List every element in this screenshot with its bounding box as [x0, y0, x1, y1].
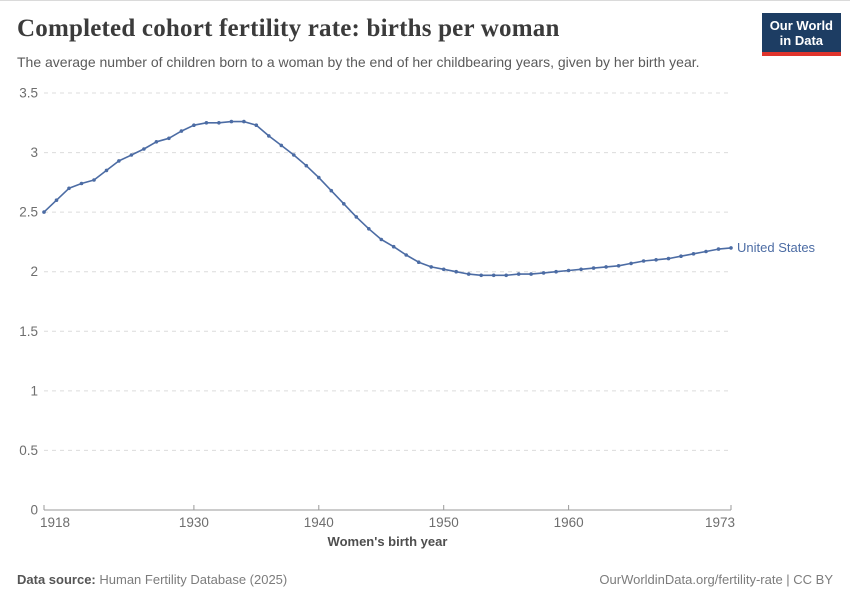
owid-logo-line1: Our World	[769, 18, 833, 33]
data-point-1958[interactable]	[541, 271, 546, 275]
data-point-1969[interactable]	[679, 254, 683, 258]
data-point-1947[interactable]	[404, 253, 409, 257]
y-tick-label-0.5: 0.5	[19, 443, 38, 458]
fertility-line-chart: 0 0.5 1 1.5 2 2.5 3 3.5 1918 1930 1940 1950 1960 1973…	[19, 86, 816, 550]
data-point-1930[interactable]	[192, 123, 196, 127]
data-point-1925[interactable]	[129, 153, 134, 157]
data-point-1952[interactable]	[466, 272, 471, 276]
data-source-note: Data source: Human Fertility Database (2…	[17, 572, 287, 587]
y-tick-label-2: 2	[30, 264, 38, 279]
data-point-1951[interactable]	[454, 269, 459, 274]
data-point-1950[interactable]	[441, 267, 446, 272]
data-point-1935[interactable]	[254, 123, 259, 127]
data-point-1924[interactable]	[117, 159, 121, 163]
data-point-1936[interactable]	[267, 134, 271, 138]
license-note[interactable]: OurWorldinData.org/fertility-rate | CC B…	[599, 572, 833, 587]
chart-title: Completed cohort fertility rate: births …	[17, 15, 560, 42]
data-point-1949[interactable]	[429, 265, 434, 269]
data-point-1968[interactable]	[666, 256, 671, 261]
data-point-1954[interactable]	[491, 273, 496, 278]
data-point-1957[interactable]	[529, 272, 533, 276]
y-tick-label-2.5: 2.5	[19, 205, 38, 220]
x-tick-label-1960: 1960	[554, 515, 584, 530]
data-point-1938[interactable]	[292, 153, 296, 157]
x-tick-label-1950: 1950	[429, 515, 459, 530]
y-tick-label-1: 1	[30, 383, 38, 398]
data-point-1944[interactable]	[367, 227, 371, 231]
data-point-1940[interactable]	[317, 175, 321, 180]
data-point-1939[interactable]	[304, 163, 309, 168]
data-point-1923[interactable]	[104, 168, 109, 173]
data-point-1972[interactable]	[716, 247, 721, 251]
data-point-1961[interactable]	[579, 267, 583, 272]
data-point-1960[interactable]	[566, 268, 571, 273]
data-point-1959[interactable]	[554, 269, 558, 274]
data-point-1967[interactable]	[654, 258, 658, 262]
data-point-1937[interactable]	[279, 143, 284, 148]
y-tick-label-1.5: 1.5	[19, 324, 38, 339]
chart-subtitle: The average number of children born to a…	[17, 54, 700, 70]
series-label-united-states[interactable]: United States	[737, 240, 816, 255]
data-point-1922[interactable]	[92, 178, 96, 182]
data-point-1918[interactable]	[42, 210, 46, 214]
x-tick-label-1973: 1973	[705, 515, 735, 530]
x-tick-label-1918: 1918	[40, 515, 70, 530]
data-point-1965[interactable]	[629, 261, 633, 266]
data-point-1932[interactable]	[217, 121, 221, 125]
data-point-1919[interactable]	[54, 198, 59, 202]
data-point-1955[interactable]	[504, 273, 509, 278]
data-source-value[interactable]: Human Fertility Database (2025)	[99, 572, 288, 587]
data-point-1929[interactable]	[179, 129, 184, 133]
data-point-1933[interactable]	[229, 119, 234, 124]
data-point-1953[interactable]	[479, 273, 484, 278]
data-point-1971[interactable]	[704, 249, 708, 254]
series-line-united-states[interactable]	[43, 120, 732, 277]
data-point-1926[interactable]	[142, 147, 146, 151]
data-point-1945[interactable]	[379, 237, 384, 242]
data-point-1920[interactable]	[67, 186, 71, 191]
data-point-1946[interactable]	[391, 244, 396, 249]
data-point-1943[interactable]	[354, 215, 359, 219]
data-point-1973[interactable]	[729, 246, 733, 250]
data-point-1970[interactable]	[691, 252, 696, 256]
data-point-1966[interactable]	[641, 259, 646, 263]
data-point-1963[interactable]	[604, 265, 608, 269]
y-tick-label-3: 3	[30, 145, 38, 160]
data-point-1934[interactable]	[242, 119, 246, 124]
x-axis-title: Women's birth year	[328, 534, 448, 549]
data-point-1927[interactable]	[154, 140, 159, 144]
y-tick-label-3.5: 3.5	[19, 86, 38, 101]
data-point-1931[interactable]	[204, 121, 209, 125]
data-point-1962[interactable]	[591, 266, 596, 270]
data-point-1928[interactable]	[167, 136, 171, 141]
data-source-label: Data source:	[17, 572, 96, 587]
data-point-1941[interactable]	[329, 188, 334, 193]
owid-logo-line2: in Data	[779, 33, 824, 48]
data-point-1948[interactable]	[416, 260, 421, 264]
data-point-1942[interactable]	[342, 202, 346, 206]
data-point-1964[interactable]	[616, 264, 621, 268]
y-tick-label-0: 0	[30, 503, 38, 518]
data-point-1921[interactable]	[79, 181, 84, 186]
data-point-1956[interactable]	[516, 272, 521, 276]
x-tick-label-1940: 1940	[304, 515, 334, 530]
owid-logo[interactable]: Our World in Data	[761, 13, 841, 56]
x-tick-label-1930: 1930	[179, 515, 209, 530]
